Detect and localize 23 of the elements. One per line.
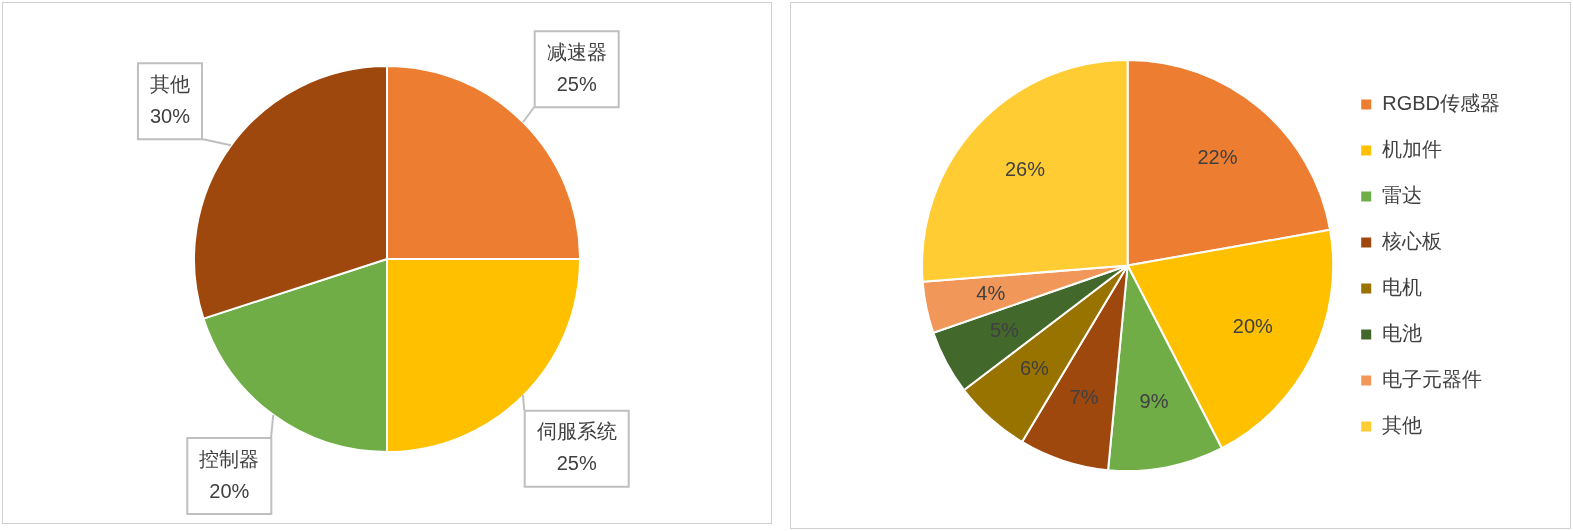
data-label: 20% <box>209 479 250 502</box>
legend-label: 其他 <box>1382 414 1423 437</box>
legend-label: 电池 <box>1382 322 1423 345</box>
data-label: 30% <box>149 104 191 127</box>
data-label: 25% <box>556 452 597 475</box>
slice-label: 伺服系统 <box>536 420 617 443</box>
slice-label: 其他 <box>149 72 190 95</box>
data-label: 20% <box>1232 315 1274 338</box>
legend-label: 电机 <box>1382 276 1423 299</box>
data-label: 9% <box>1139 390 1169 413</box>
legend-label: 机加件 <box>1382 138 1443 161</box>
legend-label: 核心板 <box>1381 230 1443 253</box>
slice-label: 控制器 <box>199 447 260 470</box>
data-label: 26% <box>1004 158 1046 181</box>
data-label: 25% <box>556 72 597 95</box>
slice-label: 减速器 <box>546 40 607 63</box>
data-label: 7% <box>1069 385 1099 408</box>
data-label: 6% <box>1019 357 1050 380</box>
data-label: 4% <box>976 281 1006 304</box>
data-label: 22% <box>1197 145 1238 168</box>
legend-label: 雷达 <box>1382 184 1423 207</box>
legend-label: 电子元器件 <box>1382 368 1483 391</box>
legend-label: RGBD传感器 <box>1382 92 1501 115</box>
